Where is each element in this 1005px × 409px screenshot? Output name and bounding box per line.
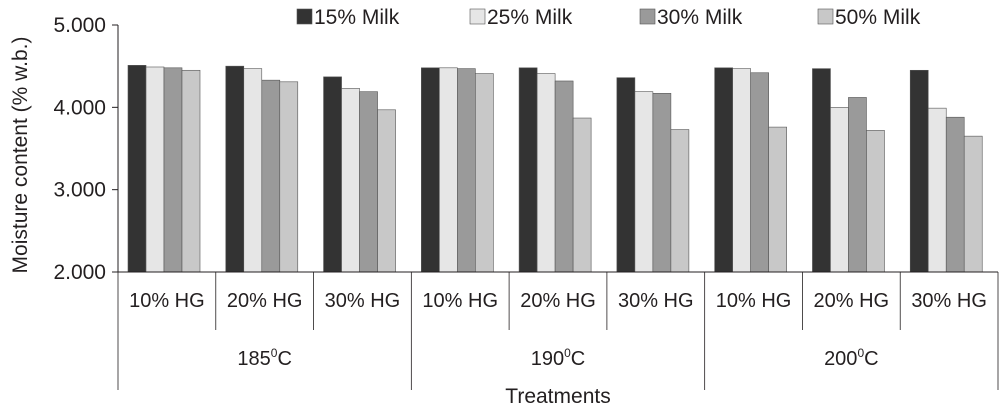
temperature-label: 1850C <box>237 346 292 370</box>
temperature-label: 1900C <box>531 346 586 370</box>
bar <box>377 109 396 273</box>
y-tick-label: 2.000 <box>53 261 106 284</box>
bar <box>909 69 929 273</box>
bar <box>243 68 263 273</box>
bar <box>127 65 147 273</box>
y-tick-label: 3.000 <box>53 179 106 202</box>
bar <box>812 68 831 273</box>
category-label: 20% HG <box>227 290 303 312</box>
bar <box>848 97 867 273</box>
bar <box>279 81 299 273</box>
bar <box>421 67 440 273</box>
bar <box>341 88 360 273</box>
bar <box>714 67 733 273</box>
bar <box>439 67 458 273</box>
bar <box>572 117 592 273</box>
bar <box>616 77 636 273</box>
category-label: 10% HG <box>716 290 792 312</box>
bar <box>945 116 965 273</box>
category-label: 30% HG <box>911 290 987 312</box>
bar <box>634 91 654 273</box>
bar <box>518 67 538 273</box>
bar <box>963 135 983 273</box>
temperature-label: 2000C <box>824 346 879 370</box>
legend-swatch <box>817 8 834 25</box>
y-tick-label: 5.000 <box>53 14 106 37</box>
bar <box>670 129 690 273</box>
bar <box>927 107 947 273</box>
bar <box>830 107 849 273</box>
category-label: 20% HG <box>814 290 890 312</box>
bar <box>768 126 787 273</box>
legend-label: 50% Milk <box>835 6 921 29</box>
category-label: 10% HG <box>129 290 205 312</box>
bar <box>652 93 672 273</box>
y-tick-label: 4.000 <box>53 96 106 119</box>
bar <box>181 69 201 273</box>
bar <box>261 79 281 273</box>
legend: 15% Milk 25% Milk 30% Milk 50% Milk <box>296 6 921 29</box>
legend-label: 25% Milk <box>487 6 573 29</box>
legend-label: 30% Milk <box>657 6 743 29</box>
category-label: 30% HG <box>618 290 694 312</box>
bar <box>554 80 574 273</box>
bar <box>359 91 378 273</box>
bar <box>475 73 494 273</box>
bar <box>163 67 183 273</box>
bar <box>750 72 769 273</box>
category-label: 10% HG <box>422 290 498 312</box>
bar <box>145 66 165 273</box>
legend-swatch <box>639 8 656 25</box>
bar <box>536 73 556 273</box>
legend-swatch <box>469 8 486 25</box>
bar <box>457 68 476 273</box>
bar <box>323 76 342 273</box>
legend-swatch <box>296 8 313 25</box>
y-axis-title: Moisture content (% w.b.) <box>9 37 32 274</box>
bar <box>732 68 751 273</box>
bar <box>866 130 885 273</box>
legend-label: 15% Milk <box>314 6 400 29</box>
bar <box>225 65 245 273</box>
x-axis: 10% HG 20% HG 30% HG 10% HG 20% HG 30% HG 10% … <box>117 271 999 390</box>
y-axis: 2.000 3.000 4.000 5.000 <box>53 14 119 284</box>
category-label: 20% HG <box>520 290 596 312</box>
category-label: 30% HG <box>325 290 401 312</box>
x-axis-title: Treatments <box>505 385 610 408</box>
bars <box>127 65 983 273</box>
